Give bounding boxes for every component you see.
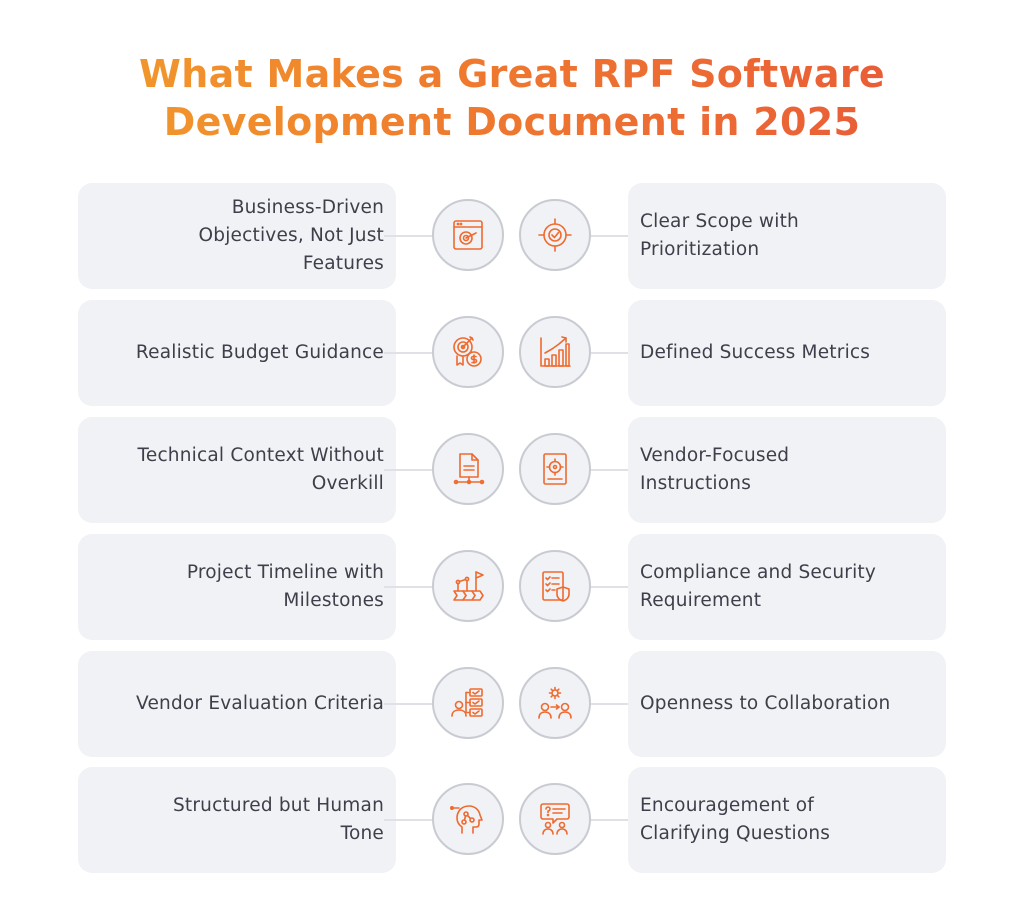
connector-line [590, 586, 640, 588]
card-label: Business-Driven Objectives, Not Just Fea… [198, 197, 384, 274]
target-check-icon [519, 199, 591, 271]
card-vendor-focused-instructions: Vendor-Focused Instructions [628, 417, 946, 523]
card-label: Technical Context Without Overkill [137, 445, 384, 494]
browser-target-icon [432, 199, 504, 271]
row-2: Realistic Budget Guidance Defined Succes… [0, 300, 1024, 406]
card-label: Structured but Human Tone [172, 795, 384, 844]
card-compliance-security: Compliance and Security Requirement [628, 534, 946, 640]
row-6: Structured but Human Tone Encouragement … [0, 767, 1024, 873]
row-4: Project Timeline with Milestones Complia… [0, 534, 1024, 640]
card-clear-scope: Clear Scope with Prioritization [628, 183, 946, 289]
card-label: Vendor-Focused Instructions [640, 445, 790, 494]
card-realistic-budget: Realistic Budget Guidance [78, 300, 396, 406]
connector-line [384, 703, 436, 705]
row-3: Technical Context Without Overkill Vendo… [0, 417, 1024, 523]
card-label: Defined Success Metrics [640, 342, 871, 363]
connector-line [384, 352, 436, 354]
checklist-shield-icon [519, 550, 591, 622]
card-technical-context: Technical Context Without Overkill [78, 417, 396, 523]
team-gear-icon [519, 667, 591, 739]
page-title: What Makes a Great RPF Software Developm… [0, 50, 1024, 146]
document-network-icon [432, 433, 504, 505]
row-5: Vendor Evaluation Criteria Openness to C… [0, 651, 1024, 757]
connector-line [590, 235, 640, 237]
head-network-icon [432, 783, 504, 855]
card-business-driven-objectives: Business-Driven Objectives, Not Just Fea… [78, 183, 396, 289]
connector-line [590, 469, 640, 471]
connector-line [384, 819, 436, 821]
card-label: Realistic Budget Guidance [135, 342, 384, 363]
card-label: Openness to Collaboration [640, 693, 891, 714]
card-encouragement-questions: Encouragement of Clarifying Questions [628, 767, 946, 873]
connector-line [384, 469, 436, 471]
card-openness-collaboration: Openness to Collaboration [628, 651, 946, 757]
card-project-timeline: Project Timeline with Milestones [78, 534, 396, 640]
card-structured-human-tone: Structured but Human Tone [78, 767, 396, 873]
card-vendor-evaluation: Vendor Evaluation Criteria [78, 651, 396, 757]
connector-line [384, 235, 436, 237]
milestone-flag-icon [432, 550, 504, 622]
card-label: Vendor Evaluation Criteria [136, 693, 384, 714]
document-target-icon [519, 433, 591, 505]
target-dollar-icon [432, 316, 504, 388]
row-1: Business-Driven Objectives, Not Just Fea… [0, 183, 1024, 289]
card-defined-success-metrics: Defined Success Metrics [628, 300, 946, 406]
card-label: Clear Scope with Prioritization [640, 211, 799, 260]
connector-line [384, 586, 436, 588]
user-checklist-icon [432, 667, 504, 739]
connector-line [590, 703, 640, 705]
title-line-2: Development Document in 2025 [163, 100, 861, 144]
title-line-1: What Makes a Great RPF Software [139, 52, 885, 96]
card-label: Encouragement of Clarifying Questions [640, 795, 831, 844]
chat-question-icon [519, 783, 591, 855]
card-label: Compliance and Security Requirement [640, 562, 877, 611]
connector-line [590, 819, 640, 821]
card-label: Project Timeline with Milestones [186, 562, 384, 611]
bar-chart-growth-icon [519, 316, 591, 388]
connector-line [590, 352, 640, 354]
